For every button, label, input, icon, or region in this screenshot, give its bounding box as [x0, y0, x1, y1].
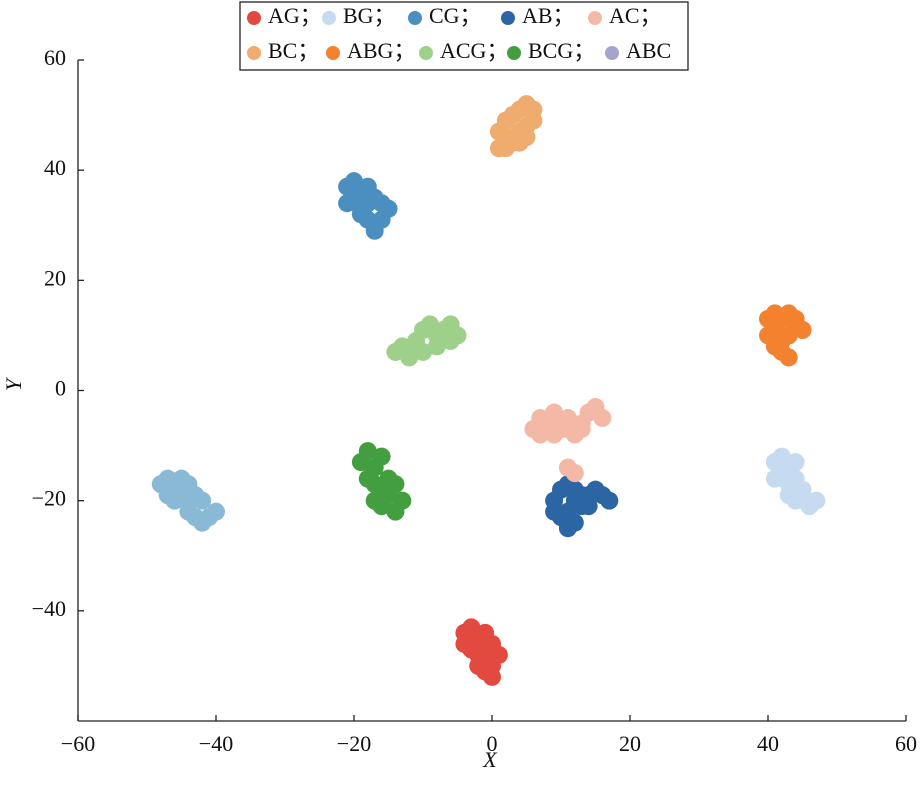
- scatter-point: [379, 486, 398, 505]
- legend-label: AG；: [268, 3, 322, 28]
- legend-marker: [247, 11, 261, 25]
- scatter-point: [565, 491, 584, 510]
- y-tick-label: 60: [44, 45, 66, 70]
- y-tick-label: 0: [55, 376, 66, 401]
- scatter-point: [193, 491, 212, 510]
- y-tick-label: 40: [44, 155, 66, 180]
- legend-marker: [507, 46, 521, 60]
- legend-label: ABC: [626, 38, 671, 63]
- legend-marker: [501, 11, 515, 25]
- legend-marker: [419, 46, 433, 60]
- y-tick-label: −40: [32, 596, 66, 621]
- y-tick-label: −20: [32, 486, 66, 511]
- legend-label: BC；: [268, 38, 319, 63]
- legend-label: ACG；: [440, 38, 508, 63]
- y-tick-label: 20: [44, 265, 66, 290]
- legend-label: AB；: [522, 3, 575, 28]
- scatter-point: [427, 337, 446, 356]
- scatter-point: [545, 425, 564, 444]
- legend-marker: [326, 46, 340, 60]
- legend-label: BCG；: [528, 38, 595, 63]
- x-tick-label: −40: [199, 731, 233, 756]
- scatter-point: [600, 491, 619, 510]
- scatter-point: [558, 519, 577, 538]
- scatter-point: [565, 464, 584, 483]
- scatter-point: [414, 342, 432, 361]
- legend-marker: [605, 46, 619, 60]
- x-tick-label: 60: [895, 731, 917, 756]
- scatter-point: [393, 491, 412, 510]
- y-axis-label: Y: [1, 376, 26, 391]
- legend-label: AC；: [609, 3, 662, 28]
- scatter-point: [365, 221, 384, 240]
- x-tick-label: −60: [61, 731, 95, 756]
- legend-marker: [408, 11, 422, 25]
- scatter-point: [545, 403, 564, 422]
- scatter-point: [517, 128, 536, 147]
- x-axis-label: X: [482, 747, 498, 772]
- x-tick-label: 0: [487, 731, 498, 756]
- scatter-point: [531, 425, 550, 444]
- x-tick-label: 20: [619, 731, 641, 756]
- legend-label: CG；: [429, 3, 482, 28]
- legend-label: BG；: [343, 3, 396, 28]
- scatter-point: [455, 634, 474, 653]
- x-tick-label: 40: [757, 731, 779, 756]
- legend-marker: [588, 11, 602, 25]
- plot-area: [151, 95, 826, 686]
- scatter-point: [786, 453, 805, 472]
- legend-marker: [322, 11, 336, 25]
- scatter-point: [483, 656, 501, 675]
- scatter-point: [572, 420, 591, 439]
- legend-marker: [247, 46, 261, 60]
- scatter-point: [524, 111, 543, 130]
- legend-label: ABG；: [347, 38, 415, 63]
- scatter-point: [807, 491, 826, 510]
- scatter-point: [793, 320, 812, 339]
- scatter-point: [400, 348, 419, 367]
- x-tick-label: −20: [337, 731, 371, 756]
- scatter-point: [441, 331, 460, 350]
- scatter-point: [593, 409, 612, 428]
- scatter-point: [558, 420, 577, 439]
- scatter-point: [379, 199, 398, 218]
- scatter-point: [372, 447, 391, 466]
- scatter-point: [779, 348, 798, 367]
- scatter-point: [579, 497, 598, 516]
- scatter-point: [358, 442, 377, 461]
- scatter-point: [786, 480, 805, 499]
- scatter-point: [207, 502, 225, 521]
